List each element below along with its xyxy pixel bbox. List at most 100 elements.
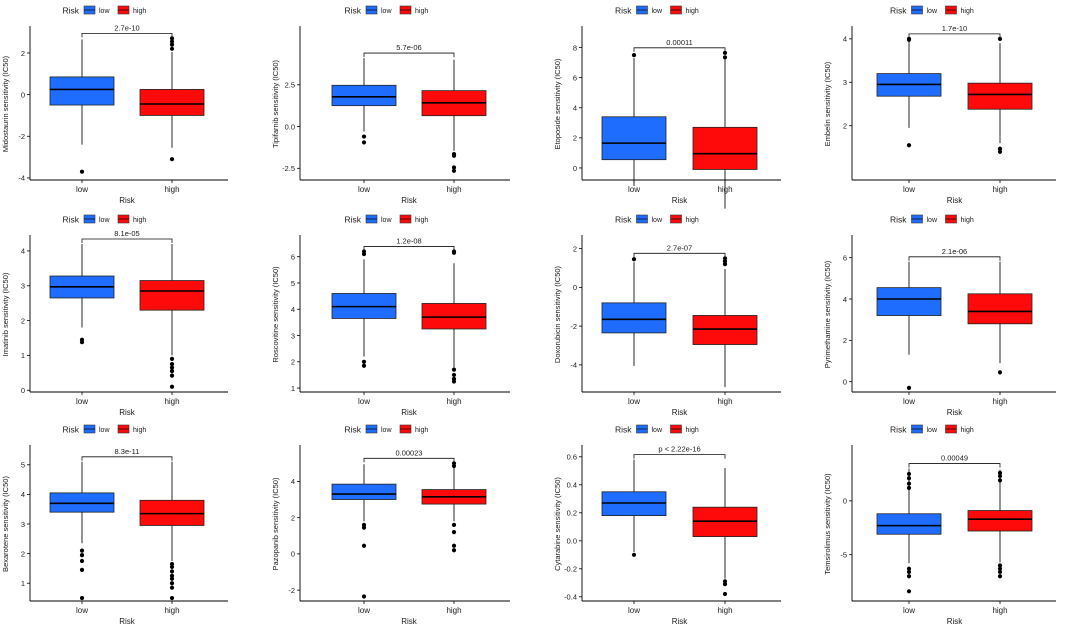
box-high xyxy=(139,243,205,389)
outlier-point xyxy=(169,561,175,567)
y-tick-label: 6 xyxy=(843,253,847,262)
outlier-point xyxy=(722,591,728,597)
y-axis-title: Bexarotene sensitivity (IC50) xyxy=(1,476,10,572)
outlier-point xyxy=(169,157,175,162)
outlier-point xyxy=(451,168,457,173)
outlier-point xyxy=(906,385,912,390)
x-tick-label-low: low xyxy=(358,606,370,615)
legend-label-high: high xyxy=(686,427,699,434)
outlier-point xyxy=(79,548,85,553)
outlier-point xyxy=(361,363,367,368)
significance-bracket xyxy=(363,246,455,251)
y-tick-label: 0.6 xyxy=(567,453,577,462)
y-axis-title: Temsirolimus sensitivity (IC50) xyxy=(823,473,832,575)
x-axis-title: Risk xyxy=(672,196,689,205)
outlier-point xyxy=(169,595,175,601)
p-value-label: 1.2e-08 xyxy=(396,236,421,245)
outlier-point xyxy=(169,585,175,590)
outlier-point xyxy=(169,384,175,389)
y-tick-label: -2 xyxy=(288,586,295,595)
significance-bracket xyxy=(633,252,726,258)
x-axis-title: Risk xyxy=(947,196,964,205)
box-body xyxy=(421,303,487,330)
significance-bracket xyxy=(81,33,173,38)
x-tick-label-high: high xyxy=(992,606,1007,615)
significance-bracket xyxy=(633,47,726,52)
y-tick-label: 0 xyxy=(291,550,295,559)
x-tick-label-high: high xyxy=(164,606,179,615)
x-axis-title: Risk xyxy=(947,408,964,417)
y-tick-label: -5 xyxy=(840,550,847,559)
outlier-point xyxy=(169,373,175,378)
outlier-point xyxy=(997,473,1003,479)
box-low xyxy=(876,468,942,594)
x-tick-label-high: high xyxy=(717,397,732,406)
y-axis-title: Imatinib sensitivity (IC50) xyxy=(1,272,10,356)
legend-title: Risk xyxy=(344,215,361,225)
box-high xyxy=(421,461,487,553)
legend-label-low: low xyxy=(99,217,110,224)
outlier-point xyxy=(79,340,85,345)
x-axis-title: Risk xyxy=(672,617,689,626)
y-tick-label: 2 xyxy=(291,513,295,522)
p-value-label: 2.1e-06 xyxy=(942,247,967,256)
x-tick-label-low: low xyxy=(628,185,640,194)
x-tick-label-low: low xyxy=(903,185,915,194)
outlier-point xyxy=(451,379,457,384)
x-axis-title: Risk xyxy=(119,617,136,626)
outlier-point xyxy=(361,359,367,364)
legend-label-low: low xyxy=(99,8,110,15)
box-body xyxy=(967,293,1033,325)
box-high xyxy=(967,261,1033,375)
outlier-point xyxy=(361,525,367,530)
outlier-point xyxy=(722,50,728,55)
outlier-point xyxy=(631,257,637,262)
box-high xyxy=(421,249,487,384)
outlier-point xyxy=(722,256,728,261)
y-axis-title: Etoposide sensitivity (IC50) xyxy=(553,58,562,149)
legend-title: Risk xyxy=(890,425,907,435)
legend-label-low: low xyxy=(381,217,392,224)
box-body xyxy=(692,126,758,170)
y-tick-label: 5 xyxy=(291,279,295,288)
legend-label-high: high xyxy=(961,8,974,15)
outlier-point xyxy=(997,563,1003,568)
x-axis-title: Risk xyxy=(119,196,136,205)
outlier-point xyxy=(361,134,367,139)
y-tick-label: 0 xyxy=(843,497,847,506)
legend-label-high: high xyxy=(133,8,146,15)
y-tick-label: 4 xyxy=(291,477,295,486)
y-tick-label: -2 xyxy=(570,322,577,331)
legend-label-low: low xyxy=(99,427,110,434)
outlier-point xyxy=(169,576,175,581)
y-tick-label: -0.2 xyxy=(564,565,577,574)
y-tick-label: 0 xyxy=(21,90,25,99)
box-low xyxy=(331,58,397,145)
box-high xyxy=(139,461,205,601)
significance-bracket xyxy=(908,256,1001,261)
y-axis-title: Embelin sensitivity (IC50) xyxy=(823,61,832,146)
outlier-point xyxy=(169,362,175,367)
outlier-point xyxy=(451,249,457,254)
x-tick-label-low: low xyxy=(628,397,640,406)
box-low xyxy=(49,243,115,345)
box-high xyxy=(139,36,205,162)
legend-label-high: high xyxy=(415,8,428,15)
outlier-point xyxy=(451,367,457,372)
x-axis-title: Risk xyxy=(401,196,418,205)
y-tick-label: 1 xyxy=(21,351,25,360)
x-axis-title: Risk xyxy=(947,617,964,626)
x-axis-title: Risk xyxy=(401,617,418,626)
box-body xyxy=(331,84,397,107)
legend-title: Risk xyxy=(344,6,361,16)
outlier-point xyxy=(79,558,85,564)
outlier-point xyxy=(722,582,728,587)
outlier-point xyxy=(906,476,912,481)
x-tick-label-high: high xyxy=(164,185,179,194)
y-tick-label: 4 xyxy=(21,490,25,499)
y-tick-label: 3 xyxy=(21,282,25,291)
y-tick-label: 1 xyxy=(291,384,295,393)
p-value-label: 1.7e-10 xyxy=(942,24,967,33)
outlier-point xyxy=(451,165,457,170)
